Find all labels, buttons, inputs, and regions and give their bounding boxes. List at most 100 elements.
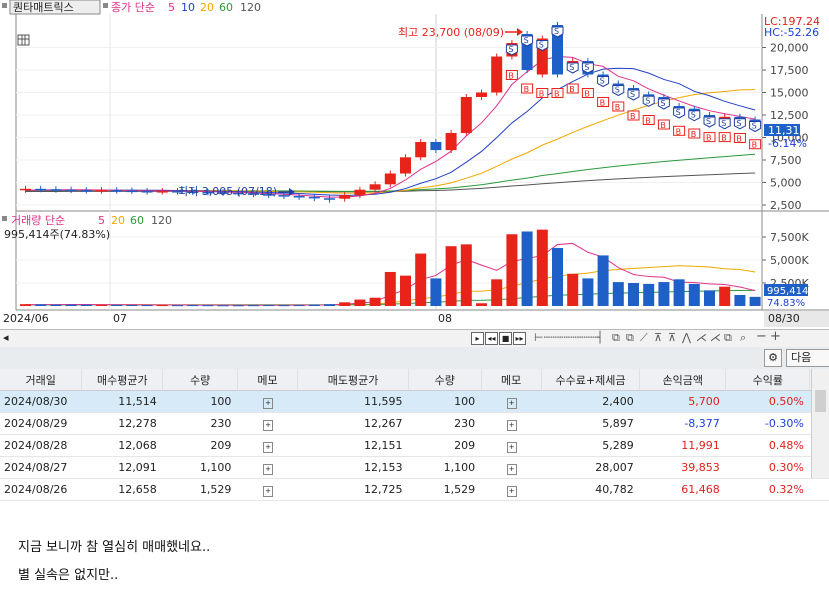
- sell-marker[interactable]: S: [627, 89, 640, 101]
- buy-marker[interactable]: B: [688, 128, 701, 139]
- trend-icon-2[interactable]: ⊼: [668, 331, 677, 344]
- sell-marker[interactable]: S: [688, 110, 701, 122]
- candle: [308, 196, 320, 199]
- next-button[interactable]: 다음: [786, 349, 829, 367]
- layout-icon-2[interactable]: ⧉: [626, 331, 634, 344]
- volume-bar: [324, 304, 335, 306]
- col-header-buy-avg[interactable]: 매수평균가: [81, 369, 164, 391]
- sell-marker[interactable]: S: [581, 62, 594, 74]
- trend-icon-3[interactable]: ⋀: [682, 331, 692, 344]
- table-scrollbar[interactable]: [811, 369, 829, 478]
- stop-icon[interactable]: ■: [499, 332, 512, 345]
- buy-marker[interactable]: B: [627, 110, 640, 121]
- memo-buy-icon[interactable]: +: [263, 463, 273, 475]
- col-header-memo-buy[interactable]: 메모: [237, 369, 299, 391]
- memo-sell-icon[interactable]: +: [506, 485, 517, 497]
- gear-icon[interactable]: ⚙: [764, 349, 782, 367]
- candle: [263, 194, 275, 196]
- sell-marker[interactable]: S: [673, 107, 686, 119]
- candle: [111, 190, 123, 192]
- copy-icon[interactable]: ⧉: [724, 331, 732, 344]
- buy-marker[interactable]: B: [642, 115, 655, 126]
- buy-avg-cell: 12,091: [81, 456, 163, 479]
- candle: [521, 34, 533, 70]
- col-header-buy-qty[interactable]: 수량: [162, 369, 238, 391]
- current-price-label: 11,310: [768, 124, 807, 137]
- col-header-memo-sell[interactable]: 메모: [481, 369, 542, 391]
- memo-buy-icon[interactable]: +: [263, 397, 273, 409]
- col-header-sell-avg[interactable]: 매도평균가: [297, 369, 410, 391]
- grid-table-icon[interactable]: [17, 34, 30, 46]
- forward-icon[interactable]: ▸▸: [513, 332, 526, 345]
- table-row[interactable]: 2024/08/27 12,091 1,100 +12,153 1,100 +28,007…: [0, 456, 829, 479]
- magnifier-icon[interactable]: ⌕: [740, 331, 747, 344]
- sell-marker[interactable]: S: [536, 40, 549, 52]
- sell-marker[interactable]: S: [749, 121, 762, 133]
- memo-buy-icon[interactable]: +: [263, 419, 273, 431]
- memo-sell-icon[interactable]: +: [506, 419, 517, 431]
- rate-cell: 0.48%: [725, 434, 810, 457]
- volume-bar: [96, 304, 107, 306]
- table-row[interactable]: 2024/08/28 12,068 209 +12,151 209 +5,289 11,99…: [0, 434, 829, 457]
- sell-marker[interactable]: S: [521, 35, 534, 47]
- sell-marker[interactable]: S: [642, 95, 655, 107]
- candle: [96, 190, 107, 192]
- buy-marker-label: B: [645, 117, 651, 126]
- sell-marker[interactable]: S: [551, 26, 564, 38]
- memo-sell-icon[interactable]: +: [506, 397, 517, 409]
- table-row[interactable]: 2024/08/26 12,658 1,529 +12,725 1,529 +40,782…: [0, 478, 829, 501]
- layout-icon-1[interactable]: ⧉: [612, 331, 620, 344]
- buy-marker[interactable]: B: [536, 88, 549, 99]
- sell-marker[interactable]: S: [733, 118, 746, 130]
- sell-marker[interactable]: S: [505, 44, 518, 56]
- col-header-pnl[interactable]: 손익금액: [639, 369, 727, 391]
- memo-buy-icon[interactable]: +: [263, 441, 273, 453]
- memo-sell-icon[interactable]: +: [506, 441, 517, 453]
- buy-marker[interactable]: B: [733, 133, 746, 144]
- col-header-sell-qty[interactable]: 수량: [408, 369, 482, 391]
- candle: [734, 116, 746, 120]
- play-icon[interactable]: ▸: [471, 332, 484, 345]
- sell-marker[interactable]: S: [703, 116, 716, 128]
- sell-marker[interactable]: S: [597, 76, 610, 88]
- buy-marker[interactable]: B: [505, 70, 518, 81]
- rewind-icon[interactable]: ◂◂: [485, 332, 498, 345]
- zoom-in-icon[interactable]: +: [770, 329, 781, 344]
- hc-label: HC:-52.26: [764, 26, 819, 39]
- trend-icon-4[interactable]: ⋌: [696, 331, 707, 344]
- chart-scroll-bar[interactable]: ◂ ▸ ◂◂ ■ ▸▸ ⊢┄┄┄┄┄┄┄┄┤ ⧉ ⧉ ⟋ ⊼ ⊼ ⋀ ⋌ ⋌ ⧉…: [0, 329, 829, 348]
- buy-marker[interactable]: B: [673, 125, 686, 136]
- table-row[interactable]: 2024/08/30 11,514 100 +11,595 100 +2,400 5,700…: [0, 390, 829, 413]
- sell-marker[interactable]: S: [566, 62, 579, 74]
- draw-line-icon[interactable]: ⟋: [640, 331, 648, 344]
- buy-marker[interactable]: B: [521, 83, 534, 94]
- scroll-left-icon[interactable]: ◂: [3, 331, 9, 344]
- sell-marker[interactable]: S: [718, 118, 731, 130]
- zoom-ruler-icon[interactable]: ⊢┄┄┄┄┄┄┄┄┤: [534, 331, 604, 344]
- buy-marker[interactable]: B: [597, 97, 610, 108]
- memo-buy-icon[interactable]: +: [263, 485, 273, 497]
- sell-marker[interactable]: S: [657, 98, 670, 110]
- buy-marker[interactable]: B: [612, 101, 625, 112]
- col-header-rate[interactable]: 수익률: [725, 369, 811, 391]
- col-header-fee[interactable]: 수수료+제세금: [541, 369, 641, 391]
- col-header-date[interactable]: 거래일: [0, 369, 83, 391]
- stock-name[interactable]: 퀀타매트릭스: [13, 1, 74, 14]
- buy-marker[interactable]: B: [581, 88, 594, 99]
- buy-marker[interactable]: B: [551, 88, 564, 99]
- zoom-out-icon[interactable]: −: [756, 329, 767, 344]
- buy-marker[interactable]: B: [749, 139, 762, 150]
- scroll-thumb[interactable]: [815, 390, 826, 412]
- table-row[interactable]: 2024/08/29 12,278 230 +12,267 230 +5,897 -8,37…: [0, 412, 829, 435]
- memo-sell-icon[interactable]: +: [506, 463, 517, 475]
- trend-icon-5[interactable]: ⋌: [710, 331, 721, 344]
- buy-avg-cell: 12,658: [81, 478, 163, 501]
- buy-marker[interactable]: B: [566, 83, 579, 94]
- trend-icon-1[interactable]: ⊼: [654, 331, 663, 344]
- buy-marker[interactable]: B: [703, 132, 716, 143]
- buy-marker[interactable]: B: [657, 119, 670, 130]
- buy-marker[interactable]: B: [718, 132, 731, 143]
- sell-marker[interactable]: S: [612, 85, 625, 97]
